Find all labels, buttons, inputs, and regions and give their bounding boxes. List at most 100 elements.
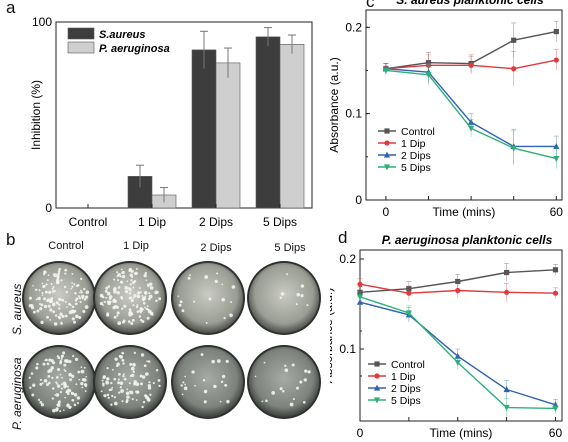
bacterial-colony [211, 359, 215, 364]
line-chart-marker-triangle-down [356, 294, 364, 301]
line-chart-ylabel: Absorbance (a.u.) [330, 57, 341, 152]
bacterial-colony [142, 400, 146, 404]
bacterial-colony [106, 393, 110, 397]
bacterial-colony [103, 394, 107, 398]
bacterial-colony [52, 310, 56, 314]
bacterial-colony [135, 305, 139, 309]
bacterial-colony [73, 283, 76, 286]
bacterial-colony [64, 272, 67, 275]
bacterial-colony [35, 298, 38, 301]
bacterial-colony [69, 374, 72, 377]
bacterial-colony [58, 307, 61, 310]
agar-plate [249, 347, 319, 417]
bacterial-colony [202, 379, 206, 382]
bacterial-colony [157, 379, 161, 382]
bacterial-colony [184, 375, 187, 378]
line-chart-frame [365, 9, 563, 201]
line-chart-marker-triangle-down [468, 125, 475, 132]
bacterial-colony [57, 270, 61, 273]
bacterial-colony [64, 300, 67, 303]
bacterial-colony [284, 364, 287, 367]
bacterial-colony [57, 356, 61, 360]
bacterial-colony [28, 296, 32, 300]
bacterial-colony [121, 358, 125, 362]
bacterial-colony [125, 391, 130, 396]
bacterial-colony [112, 299, 116, 303]
bacterial-colony [51, 302, 56, 307]
bacterial-colony [45, 383, 49, 387]
bacterial-colony [61, 383, 63, 386]
bacterial-colony [46, 315, 49, 319]
bacterial-colony [47, 375, 51, 378]
bacterial-colony [84, 305, 89, 309]
bacterial-colony [48, 381, 51, 385]
plate-col-label-control: Control [48, 240, 84, 252]
bacterial-colony [133, 351, 136, 354]
bacterial-colony [106, 367, 109, 370]
bacterial-colony [203, 400, 207, 404]
bacterial-colony [300, 284, 305, 288]
bacterial-colony [56, 403, 59, 406]
line-chart-marker-circle [455, 287, 461, 294]
bacterial-colony [68, 360, 72, 364]
bacterial-colony [119, 280, 124, 284]
bacterial-colony [105, 296, 108, 299]
bacterial-colony [83, 287, 86, 291]
bacterial-colony [32, 284, 34, 287]
bacterial-colony [38, 398, 41, 401]
bacterial-colony [132, 304, 135, 307]
bacterial-colony [158, 384, 161, 388]
bacterial-colony [99, 293, 104, 298]
bacterial-colony [46, 362, 50, 366]
bacterial-colony [279, 296, 282, 299]
bacterial-colony [76, 402, 79, 405]
bacterial-colony [129, 273, 133, 277]
line-chart-marker-triangle-down [553, 155, 560, 162]
panel-a-ytick-label: 100 [32, 15, 52, 29]
bacterial-colony [225, 359, 229, 363]
bacterial-colony [115, 364, 119, 368]
bacterial-colony [108, 388, 112, 392]
bacterial-colony [36, 362, 39, 366]
bacterial-colony [120, 275, 122, 278]
bacterial-colony [41, 294, 44, 296]
line-chart-legend-label: 2 Dips [391, 383, 421, 395]
bacterial-colony [230, 301, 233, 304]
bacterial-colony [122, 375, 125, 378]
bacterial-colony [118, 354, 122, 358]
bacterial-colony [30, 306, 35, 310]
panel-a-legend-swatch [67, 41, 95, 54]
bacterial-colony [130, 321, 134, 325]
bacterial-colony [130, 311, 133, 315]
bacterial-colony [43, 285, 46, 288]
bacterial-colony [183, 386, 188, 391]
line-chart-legend-label: 5 Dips [401, 162, 431, 174]
agar-plate [173, 347, 243, 417]
bacterial-colony [41, 382, 44, 385]
bacterial-colony [261, 400, 264, 403]
bacterial-colony [58, 267, 61, 271]
panel-a-bar [255, 36, 281, 209]
bacterial-colony [40, 303, 44, 307]
bacterial-colony [121, 274, 126, 279]
bacterial-colony [113, 377, 117, 381]
bacterial-colony [76, 396, 81, 400]
bacterial-colony [39, 382, 43, 386]
bacterial-colony [51, 397, 54, 400]
bacterial-colony [64, 314, 68, 318]
bacterial-colony [64, 396, 67, 399]
bacterial-colony [56, 367, 61, 372]
bacterial-colony [148, 294, 153, 299]
bacterial-colony [113, 401, 118, 406]
panel-a-xtick-label: Control [69, 215, 108, 229]
line-chart-title: S. aureus planktonic cells [396, 0, 544, 7]
bacterial-colony [132, 370, 135, 373]
bacterial-colony [57, 315, 61, 319]
bacterial-colony [81, 386, 84, 389]
bacterial-colony [72, 354, 75, 358]
bacterial-colony [105, 286, 109, 290]
bacterial-colony [129, 287, 132, 290]
bacterial-colony [219, 400, 222, 403]
line-chart-xtick-label: 0 [357, 426, 364, 440]
bacterial-colony [62, 352, 65, 355]
